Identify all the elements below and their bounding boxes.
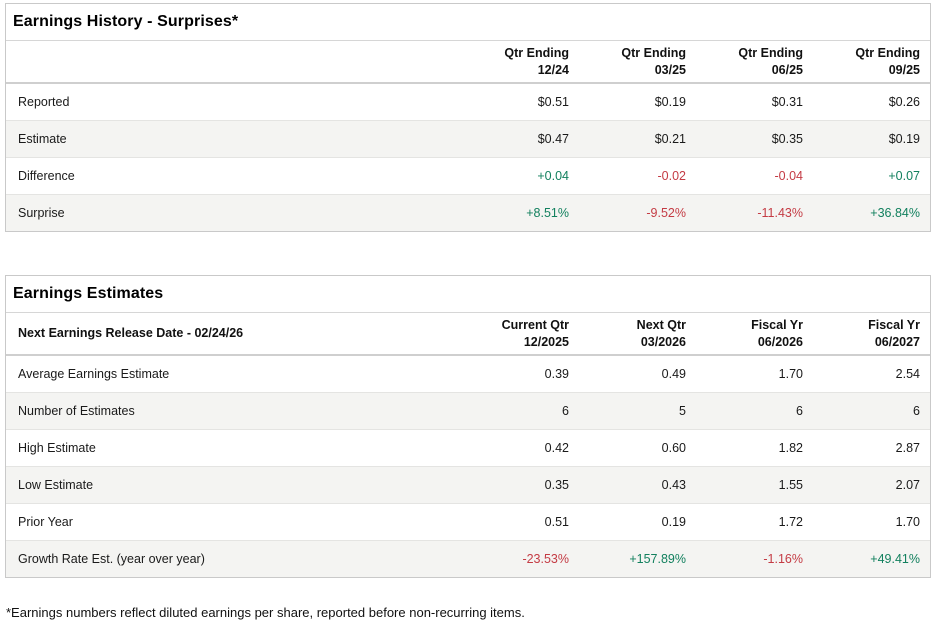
estimates-card: Earnings Estimates Next Earnings Release… [5, 275, 931, 578]
cell-value: 1.72 [696, 503, 813, 541]
cell-value: 0.60 [579, 429, 696, 467]
cell-value: 0.19 [579, 503, 696, 541]
column-header: Qtr Ending 03/25 [579, 41, 696, 84]
column-header-line1: Next Qtr [636, 318, 686, 332]
cell-value: $0.19 [813, 120, 930, 158]
table-row-growth-rate-est: Growth Rate Est. (year over year) -23.53… [6, 540, 930, 577]
row-label: Prior Year [6, 503, 462, 541]
surprises-card: Earnings History - Surprises* Qtr Ending… [5, 3, 931, 232]
cell-value: +0.07 [813, 157, 930, 195]
table-row-difference: Difference +0.04 -0.02 -0.04 +0.07 [6, 157, 930, 195]
cell-value: 2.87 [813, 429, 930, 467]
cell-value: 0.39 [462, 355, 579, 393]
table-row-high-estimate: High Estimate 0.42 0.60 1.82 2.87 [6, 429, 930, 467]
cell-value: 0.51 [462, 503, 579, 541]
table-row-low-estimate: Low Estimate 0.35 0.43 1.55 2.07 [6, 466, 930, 504]
column-header-line1: Qtr Ending [855, 46, 920, 60]
cell-value: -1.16% [763, 551, 803, 566]
cell-value: 2.07 [813, 466, 930, 504]
cell-value: -0.04 [696, 157, 813, 195]
cell-value: $0.19 [579, 83, 696, 121]
cell-value: $0.35 [696, 120, 813, 158]
column-header: Current Qtr 12/2025 [462, 313, 579, 356]
column-header-line1: Qtr Ending [738, 46, 803, 60]
column-header: Qtr Ending 09/25 [813, 41, 930, 84]
column-header-line2: 09/25 [888, 62, 920, 77]
row-label: Surprise [18, 205, 65, 220]
cell-value: 1.70 [696, 355, 813, 393]
surprises-table: Qtr Ending 12/24 Qtr Ending 03/25 Qtr En… [6, 41, 930, 231]
row-label: Reported [6, 83, 462, 121]
column-header-line2: 03/25 [654, 62, 686, 77]
column-header-line2: 06/25 [771, 62, 803, 77]
cell-value: 0.42 [462, 429, 579, 467]
table-row-reported: Reported $0.51 $0.19 $0.31 $0.26 [6, 83, 930, 121]
cell-value: $0.51 [462, 83, 579, 121]
cell-value: -23.53% [522, 551, 569, 566]
cell-value: 5 [579, 392, 696, 430]
column-header-line2: 06/2027 [874, 334, 920, 349]
cell-value: +157.89% [629, 551, 686, 566]
cell-value: 0.35 [462, 466, 579, 504]
next-earnings-release-date-label: Next Earnings Release Date - 02/24/26 [6, 313, 462, 356]
row-label: Low Estimate [6, 466, 462, 504]
row-label: High Estimate [6, 429, 462, 467]
cell-value: $0.26 [813, 83, 930, 121]
table-row-prior-year: Prior Year 0.51 0.19 1.72 1.70 [6, 503, 930, 541]
earnings-footnote: *Earnings numbers reflect diluted earnin… [6, 605, 525, 620]
cell-value: 6 [813, 392, 930, 430]
cell-value: $0.21 [579, 120, 696, 158]
cell-value: 6 [462, 392, 579, 430]
table-row-estimate: Estimate $0.47 $0.21 $0.35 $0.19 [6, 120, 930, 158]
estimates-table: Next Earnings Release Date - 02/24/26 Cu… [6, 313, 930, 577]
table-row-surprise: Surprise +8.51% -9.52% -11.43% +36.84% [6, 194, 930, 231]
cell-value: $0.47 [462, 120, 579, 158]
cell-value: 1.55 [696, 466, 813, 504]
cell-value: +49.41% [870, 551, 920, 566]
row-label: Average Earnings Estimate [6, 355, 462, 393]
column-header-line1: Fiscal Yr [868, 318, 920, 332]
row-label: Estimate [6, 120, 462, 158]
cell-value: 1.82 [696, 429, 813, 467]
surprises-header-empty [6, 41, 462, 84]
cell-value: -0.02 [579, 157, 696, 195]
column-header: Qtr Ending 06/25 [696, 41, 813, 84]
column-header: Fiscal Yr 06/2027 [813, 313, 930, 356]
row-label: Difference [6, 157, 462, 195]
column-header-line2: 06/2026 [757, 334, 803, 349]
column-header: Fiscal Yr 06/2026 [696, 313, 813, 356]
surprises-title: Earnings History - Surprises* [6, 4, 930, 41]
surprises-header-row: Qtr Ending 12/24 Qtr Ending 03/25 Qtr En… [6, 41, 930, 84]
column-header-line1: Current Qtr [501, 318, 569, 332]
table-row-number-of-estimates: Number of Estimates 6 5 6 6 [6, 392, 930, 430]
column-header-line1: Qtr Ending [621, 46, 686, 60]
column-header-line1: Fiscal Yr [751, 318, 803, 332]
column-header: Qtr Ending 12/24 [462, 41, 579, 84]
column-header-line2: 12/2025 [523, 334, 569, 349]
cell-value: +8.51% [526, 205, 569, 220]
cell-value: 0.49 [579, 355, 696, 393]
cell-value: 0.43 [579, 466, 696, 504]
table-row-average-earnings-estimate: Average Earnings Estimate 0.39 0.49 1.70… [6, 355, 930, 393]
cell-value: +0.04 [462, 157, 579, 195]
column-header-line2: 12/24 [537, 62, 569, 77]
cell-value: -9.52% [646, 205, 686, 220]
cell-value: 1.70 [813, 503, 930, 541]
cell-value: +36.84% [870, 205, 920, 220]
row-label: Growth Rate Est. (year over year) [18, 551, 205, 566]
cell-value: -11.43% [757, 205, 803, 220]
estimates-title: Earnings Estimates [6, 276, 930, 313]
cell-value: 2.54 [813, 355, 930, 393]
estimates-header-row: Next Earnings Release Date - 02/24/26 Cu… [6, 313, 930, 356]
column-header-line1: Qtr Ending [504, 46, 569, 60]
column-header-line2: 03/2026 [640, 334, 686, 349]
column-header: Next Qtr 03/2026 [579, 313, 696, 356]
cell-value: $0.31 [696, 83, 813, 121]
cell-value: 6 [696, 392, 813, 430]
row-label: Number of Estimates [6, 392, 462, 430]
